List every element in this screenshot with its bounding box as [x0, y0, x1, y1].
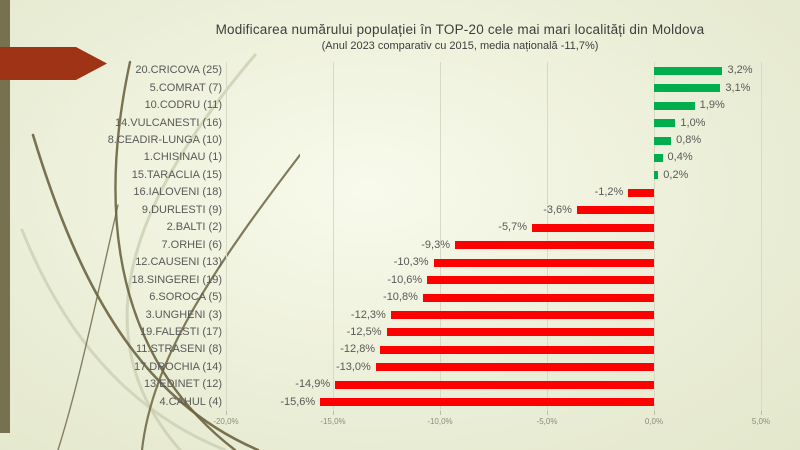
gridline — [333, 62, 334, 411]
category-label: 12.CAUSENI (13) — [135, 256, 222, 269]
bar — [433, 258, 654, 267]
category-label: 18.SINGEREI (19) — [131, 273, 222, 286]
bar — [335, 380, 654, 389]
bar — [454, 241, 654, 250]
bar — [628, 188, 654, 197]
bar-value-label: -12,8% — [340, 343, 376, 356]
category-label: 16.IALOVENI (18) — [133, 186, 222, 199]
category-label: 15.TARACLIA (15) — [131, 168, 222, 181]
bar — [654, 136, 672, 145]
category-label: 11.STRASENI (8) — [136, 343, 222, 356]
bar — [380, 345, 654, 354]
gridline — [440, 62, 441, 411]
bar-value-label: -1,2% — [594, 186, 624, 199]
gridline — [226, 62, 227, 411]
category-label: 10.CODRU (11) — [144, 99, 222, 112]
bar-value-label: -15,6% — [280, 395, 316, 408]
bar-value-label: 0,4% — [667, 151, 693, 164]
bar — [654, 66, 723, 75]
bar — [375, 363, 654, 372]
category-label: 4.CAHUL (4) — [159, 395, 222, 408]
bar — [654, 84, 721, 93]
left-sidebar-strip — [0, 0, 10, 433]
x-axis-tick-label: -15,0% — [320, 417, 346, 426]
category-label: 9.DURLESTI (9) — [141, 203, 222, 216]
x-axis-tickmark — [547, 411, 548, 415]
bar-value-label: 0,8% — [676, 134, 702, 147]
chart-subtitle: (Anul 2023 comparativ cu 2015, media naț… — [321, 40, 599, 52]
x-axis-tick-label: -5,0% — [536, 417, 558, 426]
bar-value-label: 1,9% — [699, 99, 725, 112]
bar-value-label: 3,1% — [725, 81, 751, 94]
bar — [654, 153, 663, 162]
red-arrow-banner — [0, 47, 107, 80]
bar-value-label: 3,2% — [727, 64, 753, 77]
bar-value-label: -12,3% — [350, 308, 386, 321]
bar — [422, 293, 654, 302]
bar-value-label: -10,6% — [387, 273, 423, 286]
category-label: 8.CEADIR-LUNGA (10) — [107, 134, 222, 147]
category-label: 17.DROCHIA (14) — [133, 360, 222, 373]
gridline — [654, 62, 655, 411]
bar-value-label: 1,0% — [680, 116, 706, 129]
category-label: 19.FALESTI (17) — [140, 325, 222, 338]
category-label: 3.UNGHENI (3) — [145, 308, 222, 321]
x-axis-tickmark — [226, 411, 227, 415]
category-label: 1.CHISINAU (1) — [143, 151, 222, 164]
category-label: 2.BALTI (2) — [166, 221, 222, 234]
x-axis-tick-label: 5,0% — [751, 417, 771, 426]
chart-title-block: Modificarea numărului populației în TOP-… — [140, 22, 780, 52]
bar — [320, 398, 654, 407]
category-label: 5.COMRAT (7) — [149, 81, 222, 94]
category-label: 14.VULCANESTI (16) — [115, 116, 222, 129]
x-axis-tick-label: 0,0% — [644, 417, 664, 426]
bar-value-label: -13,0% — [335, 360, 371, 373]
x-axis-tickmark — [440, 411, 441, 415]
bar-value-label: -9,3% — [421, 238, 450, 251]
bar — [654, 101, 695, 110]
gridline — [547, 62, 548, 411]
category-label: 20.CRICOVA (25) — [135, 64, 222, 77]
bar-value-label: -14,9% — [295, 378, 331, 391]
bar — [386, 328, 654, 337]
bar-value-label: -12,5% — [346, 325, 382, 338]
x-axis-tick-label: -20,0% — [213, 417, 239, 426]
category-label: 7.ORHEI (6) — [161, 238, 222, 251]
bar — [532, 223, 654, 232]
x-axis-tickmark — [654, 411, 655, 415]
bar — [654, 119, 676, 128]
x-axis-tickmark — [333, 411, 334, 415]
bar-value-label: -3,6% — [543, 203, 572, 216]
bar-value-label: -10,8% — [383, 291, 418, 304]
bar — [427, 276, 654, 285]
category-label: 6.SOROCA (5) — [149, 291, 222, 304]
x-axis-tick-label: -10,0% — [427, 417, 453, 426]
bar — [576, 206, 654, 215]
gridline — [761, 62, 762, 411]
x-axis-tickmark — [761, 411, 762, 415]
category-label: 13.EDINET (12) — [143, 378, 222, 391]
chart-title: Modificarea numărului populației în TOP-… — [215, 22, 705, 37]
bar-value-label: -10,3% — [393, 256, 429, 269]
bar-value-label: -5,7% — [498, 221, 528, 234]
bar — [654, 171, 659, 180]
bar-value-label: 0,2% — [663, 168, 689, 181]
bar — [390, 311, 654, 320]
